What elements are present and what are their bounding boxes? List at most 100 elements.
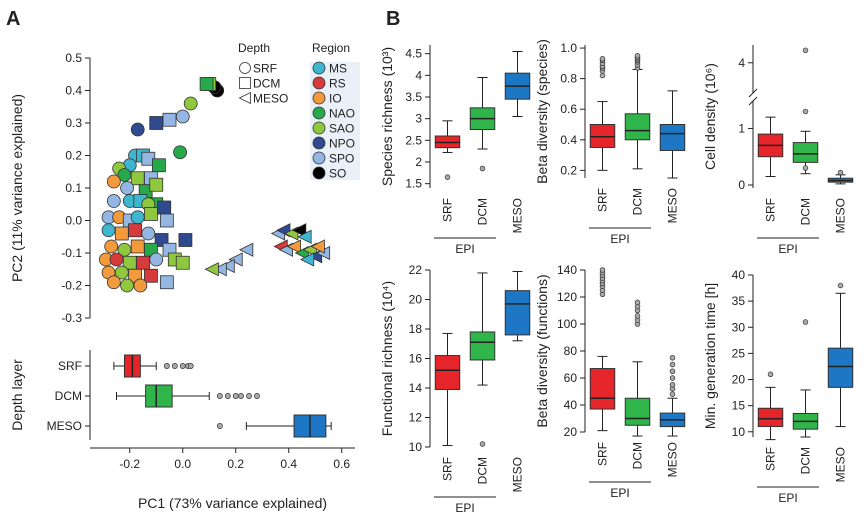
pc1-box-outlier (179, 363, 186, 369)
pca-point (220, 258, 235, 274)
species-richness-y-tick-label: 1.5 (405, 177, 422, 191)
beta-functions-outlier (599, 267, 606, 273)
pc1-box-outlier (232, 393, 239, 399)
pc1-x-tick-label: -0.2 (119, 457, 140, 471)
beta-functions-category-label: MESO (666, 442, 680, 477)
pca-point (151, 158, 166, 173)
pca-point (212, 262, 227, 277)
species-richness-y-tick-label: 2.5 (405, 133, 422, 147)
species-richness-group-label: EPI (455, 242, 474, 256)
species-richness-y-tick-label: 2 (415, 155, 422, 169)
pca-point (130, 171, 145, 186)
pca-point (299, 252, 315, 267)
pc1-box-category-label: MESO (47, 419, 82, 433)
cell-density-outlier (802, 47, 809, 54)
generation-time-y-tick-label: 15 (732, 399, 746, 413)
panel-label-b: B (386, 8, 400, 30)
generation-time-category-label: DCM (799, 447, 813, 474)
pca-point (106, 174, 121, 189)
beta-species-outlier (599, 56, 606, 62)
pca-y-tick-label: -0.2 (61, 279, 82, 293)
pca-y-tick-label: 0.1 (65, 181, 82, 195)
pca-point (141, 226, 156, 241)
beta-species-box (624, 113, 651, 141)
functional-richness-box (469, 331, 496, 361)
pca-point (106, 275, 121, 290)
cell-density-category-label: SRF (764, 198, 778, 222)
generation-time-panel: 10 15 20 25 30 35 40 Min. generation time [h] SR… (702, 268, 854, 505)
legend-region-marker (312, 166, 326, 180)
beta-functions-group-label: EPI (610, 486, 629, 500)
generation-time-outlier (837, 282, 844, 289)
pca-point (144, 268, 158, 283)
pca-point (173, 145, 188, 160)
pca-y-axis-label: PC2 (11% variance explained) (9, 94, 25, 282)
pca-point (120, 278, 134, 293)
functional-richness-y-tick-label: 16 (409, 352, 423, 366)
generation-time-y-tick-label: 30 (732, 320, 746, 334)
beta-species-y-tick-label: 0.8 (560, 72, 577, 86)
legend-region-marker (312, 151, 326, 165)
species-richness-y-tick-label: 3.5 (405, 90, 422, 104)
beta-functions-outlier (669, 368, 676, 375)
pca-point (130, 122, 145, 137)
generation-time-category-label: MESO (834, 447, 848, 482)
species-richness-category-label: MESO (511, 198, 525, 233)
legend-depth-marker (239, 62, 251, 74)
beta-functions-category-label: DCM (631, 442, 645, 469)
generation-time-y-tick-label: 35 (732, 294, 746, 308)
cell-density-axis-break (748, 88, 758, 98)
beta-functions-y-tick-label: 40 (564, 398, 578, 412)
pca-point (114, 226, 129, 241)
pca-point (183, 96, 198, 111)
pc1-box-outlier (246, 393, 252, 399)
legend-depth-label: DCM (253, 77, 280, 91)
pca-point (199, 77, 214, 91)
beta-functions-category-label: SRF (596, 442, 610, 466)
functional-richness-y-tick-label: 10 (409, 440, 423, 454)
legend-region-marker (312, 76, 326, 90)
functional-richness-y-tick-label: 14 (409, 381, 423, 395)
beta-species-y-axis-label: Beta diversity (species) (534, 39, 550, 184)
functional-richness-y-tick-label: 20 (409, 293, 423, 307)
beta-functions-box (589, 368, 616, 410)
generation-time-outlier (802, 319, 809, 325)
cell-density-group-label: EPI (778, 242, 797, 256)
beta-species-box (589, 123, 616, 148)
generation-time-category-label: SRF (764, 447, 778, 471)
species-richness-y-tick-label: 4 (415, 68, 422, 82)
pca-point (175, 255, 190, 270)
pc1-box-y-axis-label: Depth layer (9, 359, 25, 431)
cell-density-y-axis-label: Cell density (10⁶) (702, 63, 718, 170)
generation-time-y-tick-label: 40 (732, 268, 746, 282)
functional-richness-category-label: MESO (511, 457, 525, 492)
cell-density-y-tick-label: 4 (738, 56, 745, 70)
pc1-box-category-label: SRF (58, 359, 82, 373)
pca-point (104, 239, 119, 254)
legend-region-label: SPO (329, 152, 354, 166)
beta-functions-outlier (634, 313, 641, 319)
legend-region-label: MS (329, 62, 347, 76)
species-richness-y-tick-label: 3 (415, 112, 422, 126)
pca-point (204, 262, 219, 277)
cell-density-box (792, 142, 819, 163)
pc1-box-outlier (224, 393, 231, 399)
functional-richness-y-tick-label: 22 (409, 263, 423, 277)
pca-point (136, 255, 150, 270)
generation-time-y-tick-label: 10 (732, 425, 746, 439)
legend-depth-marker (238, 91, 251, 105)
pca-point (159, 213, 174, 228)
functional-richness-box (504, 290, 531, 336)
pca-point (120, 181, 134, 195)
legend-region-label: NPO (329, 137, 355, 151)
species-richness-outlier (479, 165, 486, 172)
legend-region-label: IO (329, 92, 342, 106)
pca-point (178, 233, 193, 247)
pc1-x-tick-label: 0.4 (280, 457, 297, 471)
pc1-box-outlier (216, 423, 223, 429)
generation-time-group-label: EPI (778, 491, 797, 505)
pca-point (106, 194, 121, 208)
pca-point (133, 278, 148, 293)
cell-density-category-label: DCM (799, 198, 813, 225)
pc1-depth-boxplot: -0.2 0.0 0.2 0.4 0.6 PC1 (73% variance explai… (9, 350, 355, 511)
